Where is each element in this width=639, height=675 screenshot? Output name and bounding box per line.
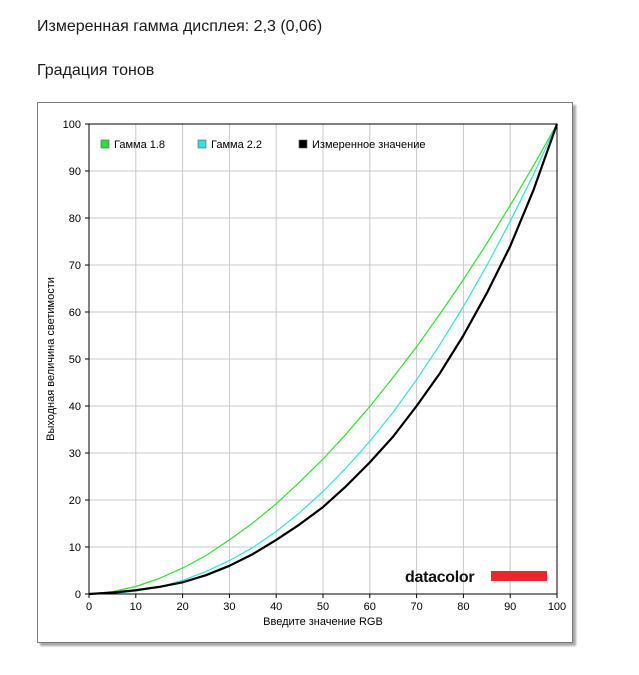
x-tick-label: 0 [86,601,92,613]
y-tick-label: 50 [69,354,81,366]
y-tick-label: 70 [69,260,81,272]
y-tick-label: 40 [69,401,81,413]
x-tick-label: 20 [176,601,188,613]
legend: Гамма 1.8 Гамма 2.2 Измеренное значение [100,139,426,151]
datacolor-logo: datacolor [405,569,547,586]
x-tick-label: 10 [130,601,142,613]
y-tick-label: 30 [69,448,81,460]
legend-swatch [298,139,308,149]
legend-swatch [100,139,110,149]
logo-red-bar [491,571,547,581]
y-tick-label: 10 [69,542,81,554]
x-axis-label: Введите значение RGB [263,616,383,628]
grid [89,124,557,594]
y-tick-label: 80 [69,213,81,225]
series-line-1 [88,123,558,595]
chart-panel: 0 10 20 30 40 50 60 70 80 90 100 0 10 20 30 40 50 60 70 80 9… [37,102,573,643]
x-tick-label: 80 [457,601,469,613]
series-lines [88,123,559,596]
y-tick-label: 20 [69,495,81,507]
legend-label: Гамма 2.2 [211,139,262,151]
x-tick-label: 40 [270,601,282,613]
x-tick-label: 90 [504,601,516,613]
tone-response-chart: 0 10 20 30 40 50 60 70 80 90 100 0 10 20 30 40 50 60 70 80 9… [45,119,567,628]
x-tick-label: 30 [223,601,235,613]
measured-gamma-label: Измеренная гамма дисплея: 2,3 (0,06) [37,18,323,35]
axis-ticks: 0 10 20 30 40 50 60 70 80 90 100 0 10 20 30 40 50 60 70 80 9… [63,119,567,613]
y-tick-label: 90 [69,166,81,178]
y-tick-label: 0 [75,589,81,601]
logo-text: datacolor [405,569,474,586]
x-tick-label: 60 [364,601,376,613]
x-tick-label: 70 [410,601,422,613]
y-tick-label: 100 [63,119,81,131]
series-line-3 [88,123,559,596]
y-axis-label: Выходная величина светимости [45,277,57,441]
legend-label: Измеренное значение [312,139,426,151]
y-tick-label: 60 [69,307,81,319]
x-tick-label: 50 [317,601,329,613]
legend-label: Гамма 1.8 [114,139,165,151]
legend-swatch [197,139,207,149]
x-tick-label: 100 [548,601,566,613]
section-title: Градация тонов [37,62,155,79]
